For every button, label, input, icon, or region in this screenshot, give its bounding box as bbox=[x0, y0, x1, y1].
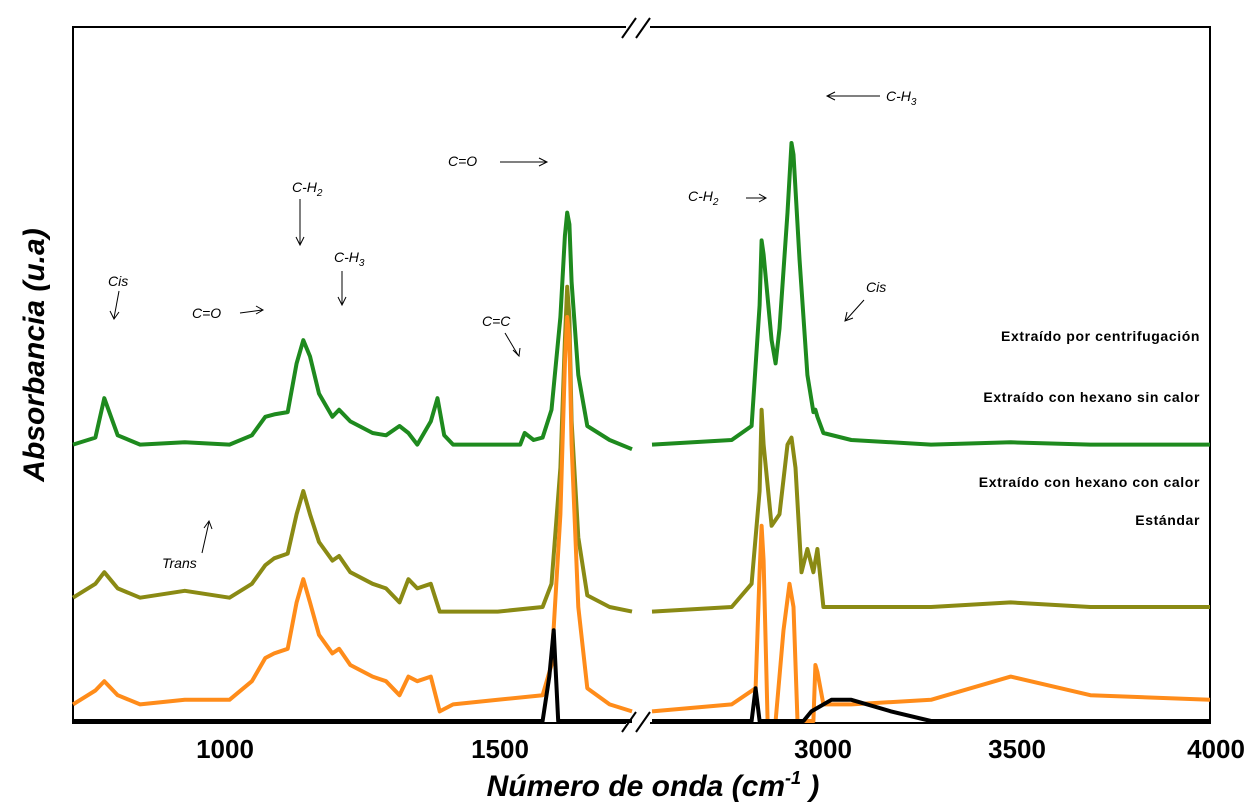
legend-label-centrifugacion: Extraído por centrifugación bbox=[1001, 328, 1200, 344]
annotation-label: C-H3 bbox=[886, 88, 917, 108]
annotation-arrow bbox=[504, 332, 519, 356]
annotation-arrow bbox=[201, 521, 210, 554]
x-axis-title: Número de onda (cm-1 ) bbox=[487, 768, 820, 803]
annotation-label: C-H3 bbox=[334, 249, 365, 269]
annotation-text: C-H bbox=[292, 179, 318, 195]
y-axis-title: Absorbancia (u.a) bbox=[18, 228, 51, 482]
annotation-text: C-H bbox=[334, 249, 360, 265]
annotation-arrowhead bbox=[512, 347, 521, 358]
annotation-arrowhead bbox=[758, 193, 768, 203]
annotation-label: Cis bbox=[866, 279, 886, 295]
annotation-co-left: C=O bbox=[192, 305, 265, 321]
annotation-cis-left: Cis bbox=[108, 273, 128, 320]
x-axis-title-main: Número de onda (cm bbox=[487, 770, 785, 803]
legend-label-estandar: Estándar bbox=[1135, 512, 1200, 528]
series-layer bbox=[71, 141, 1211, 723]
annotation-arrow bbox=[845, 299, 865, 321]
annotation-arrowhead bbox=[337, 296, 347, 307]
axis-break-top bbox=[621, 17, 651, 39]
x-tick-label-1500: 1500 bbox=[471, 734, 529, 764]
annotation-label: C=C bbox=[482, 313, 511, 329]
annotation-subscript: 3 bbox=[359, 258, 365, 269]
annotation-subscript: 2 bbox=[712, 197, 719, 208]
annotation-label: C-H2 bbox=[292, 179, 323, 199]
annotation-arrowhead bbox=[295, 236, 305, 247]
x-tick-label-3000: 3000 bbox=[794, 734, 852, 764]
annotation-arrowhead bbox=[844, 311, 854, 322]
series-line-centrifugacion bbox=[72, 141, 1210, 452]
x-tick-label-3500: 3500 bbox=[988, 734, 1046, 764]
annotation-text: C-H bbox=[688, 188, 714, 204]
annotation-arrowhead bbox=[255, 305, 265, 315]
annotation-arrow bbox=[239, 309, 263, 314]
x-axis-title-end: ) bbox=[801, 770, 819, 803]
annotation-cc: C=C bbox=[482, 313, 521, 358]
annotation-cis-right: Cis bbox=[844, 279, 886, 322]
annotation-ch3-left: C-H3 bbox=[334, 249, 365, 307]
annotation-trans: Trans bbox=[162, 519, 213, 571]
annotation-arrowhead bbox=[203, 519, 213, 530]
x-tick-label-1000: 1000 bbox=[196, 734, 254, 764]
series-line-hexano-con-calor bbox=[71, 315, 1211, 723]
annotation-arrowhead bbox=[109, 310, 120, 320]
series-line-estandar bbox=[73, 628, 1210, 723]
annotation-arrow bbox=[113, 290, 120, 319]
annotation-label: Trans bbox=[162, 555, 197, 571]
annotation-subscript: 2 bbox=[316, 188, 323, 199]
annotation-arrowhead bbox=[538, 157, 549, 167]
x-tick-label-4000: 4000 bbox=[1187, 734, 1245, 764]
annotation-text: C-H bbox=[886, 88, 912, 104]
annotation-arrowhead bbox=[825, 91, 836, 101]
annotation-label: Cis bbox=[108, 273, 128, 289]
series-line-hexano-sin-calor bbox=[71, 284, 1210, 614]
annotation-label: C=O bbox=[192, 305, 221, 321]
annotation-label: C=O bbox=[448, 153, 477, 169]
plot-frame bbox=[72, 26, 1211, 724]
legend-label-hexano-sin-calor: Extraído con hexano sin calor bbox=[983, 389, 1200, 405]
annotation-ch3-right: C-H3 bbox=[825, 88, 917, 108]
annotation-co-peak: C=O bbox=[448, 153, 549, 169]
legend-label-hexano-con-calor: Extraído con hexano con calor bbox=[979, 474, 1200, 490]
annotation-subscript: 3 bbox=[911, 97, 917, 108]
annotation-ch2-right: C-H2 bbox=[688, 188, 768, 208]
annotation-ch2-left: C-H2 bbox=[292, 179, 323, 247]
x-axis-title-superscript: -1 bbox=[785, 768, 801, 788]
annotation-label: C-H2 bbox=[688, 188, 719, 208]
